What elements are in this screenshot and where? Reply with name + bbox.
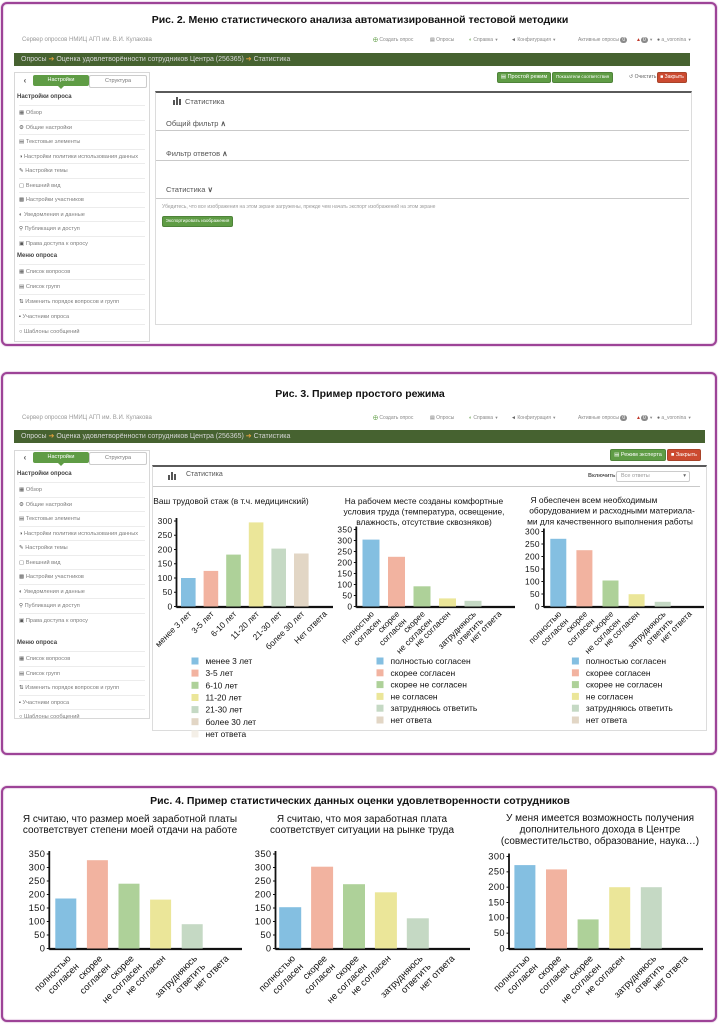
svg-text:0: 0 — [499, 943, 505, 953]
svg-text:250: 250 — [158, 530, 173, 540]
svg-text:200: 200 — [488, 882, 505, 892]
svg-text:100: 100 — [158, 573, 173, 583]
svg-text:не согласен: не согласен — [586, 691, 633, 701]
svg-text:Я обеспечен всем необходимым: Я обеспечен всем необходимым — [531, 495, 658, 505]
svg-text:нет ответа: нет ответа — [586, 715, 627, 725]
svg-text:нет ответа: нет ответа — [391, 715, 432, 725]
svg-text:условия труда (температура, ос: условия труда (температура, освещение, — [344, 507, 505, 517]
svg-text:150: 150 — [337, 568, 352, 578]
svg-text:350: 350 — [255, 849, 272, 859]
svg-text:полностью согласен: полностью согласен — [391, 656, 471, 666]
svg-text:250: 250 — [488, 867, 505, 877]
svg-text:скорее не согласен: скорее не согласен — [391, 680, 468, 690]
svg-text:300: 300 — [158, 516, 173, 526]
svg-text:Я считаю, что размер моей зара: Я считаю, что размер моей заработной пла… — [23, 813, 237, 825]
svg-text:скореесогласен: скореесогласен — [528, 953, 571, 996]
svg-text:0: 0 — [535, 601, 540, 611]
svg-text:50: 50 — [494, 928, 505, 938]
svg-text:соответствует ситуации на рынк: соответствует ситуации на рынке труда — [270, 825, 455, 836]
svg-text:3-5 лет: 3-5 лет — [206, 668, 234, 678]
svg-text:300: 300 — [29, 862, 46, 872]
svg-text:более 30 лет: более 30 лет — [206, 717, 257, 727]
svg-text:150: 150 — [158, 559, 173, 569]
svg-text:250: 250 — [337, 546, 352, 556]
svg-text:100: 100 — [255, 916, 272, 926]
svg-text:250: 250 — [29, 876, 46, 886]
svg-text:250: 250 — [255, 876, 272, 886]
svg-text:полностью согласен: полностью согласен — [586, 656, 666, 666]
svg-text:50: 50 — [163, 587, 173, 597]
svg-text:оборудованием и расходными мат: оборудованием и расходными материала- — [529, 506, 695, 516]
svg-text:0: 0 — [347, 601, 352, 611]
svg-text:300: 300 — [337, 535, 352, 545]
svg-text:влажность, отсутствие сквозняк: влажность, отсутствие сквозняков) — [356, 517, 492, 527]
svg-text:150: 150 — [29, 903, 46, 913]
svg-text:полностьюсогласен: полностьюсогласен — [32, 953, 81, 1002]
svg-text:(совместительство, образование: (совместительство, образование, наука…) — [501, 835, 699, 847]
svg-text:200: 200 — [29, 889, 46, 899]
svg-text:350: 350 — [337, 524, 352, 534]
svg-text:ми для качественного выполнени: ми для качественного выполнения работы — [527, 516, 693, 526]
svg-text:300: 300 — [255, 862, 272, 872]
svg-text:дополнительного дохода в Центр: дополнительного дохода в Центре — [520, 825, 681, 836]
svg-text:0: 0 — [266, 943, 272, 953]
svg-text:50: 50 — [260, 930, 271, 940]
svg-text:менее 3 лет: менее 3 лет — [206, 656, 253, 666]
svg-text:нет ответа: нет ответа — [206, 729, 247, 739]
svg-text:21-30 лет: 21-30 лет — [206, 705, 243, 715]
svg-text:200: 200 — [337, 557, 352, 567]
svg-text:скорее согласен: скорее согласен — [586, 668, 651, 678]
svg-text:соответствует степени моей отд: соответствует степени моей отдачи на раб… — [23, 824, 238, 836]
svg-text:350: 350 — [29, 849, 46, 859]
svg-text:полностьюсогласен: полностьюсогласен — [527, 609, 571, 653]
svg-text:скореесогласен: скореесогласен — [69, 953, 112, 996]
svg-text:менее 3 лет: менее 3 лет — [153, 609, 193, 649]
svg-text:200: 200 — [255, 889, 272, 899]
svg-text:не согласен: не согласен — [391, 691, 438, 701]
svg-text:Ваш трудовой стаж (в т.ч. меди: Ваш трудовой стаж (в т.ч. медицинский) — [153, 496, 309, 506]
svg-text:200: 200 — [525, 551, 540, 561]
svg-text:100: 100 — [337, 579, 352, 589]
svg-text:затрудняюсь ответить: затрудняюсь ответить — [391, 703, 478, 713]
svg-text:50: 50 — [342, 590, 352, 600]
svg-text:полностьюсогласен: полностьюсогласен — [339, 609, 383, 653]
svg-text:300: 300 — [525, 526, 540, 536]
svg-text:6-10 лет: 6-10 лет — [206, 680, 238, 690]
svg-text:300: 300 — [488, 851, 505, 861]
svg-text:скореесогласен: скореесогласен — [294, 953, 337, 996]
svg-text:полностьюсогласен: полностьюсогласен — [256, 953, 305, 1002]
svg-text:полностьюсогласен: полностьюсогласен — [491, 953, 540, 1002]
svg-text:250: 250 — [525, 539, 540, 549]
svg-text:50: 50 — [34, 930, 45, 940]
svg-text:100: 100 — [488, 913, 505, 923]
svg-text:100: 100 — [29, 916, 46, 926]
svg-text:0: 0 — [168, 601, 173, 611]
svg-text:Я считаю, что моя заработная п: Я считаю, что моя заработная плата — [277, 813, 448, 825]
svg-text:200: 200 — [158, 544, 173, 554]
svg-text:150: 150 — [488, 897, 505, 907]
svg-text:150: 150 — [525, 564, 540, 574]
svg-text:150: 150 — [255, 903, 272, 913]
svg-text:У меня имеется возможность пол: У меня имеется возможность получения — [506, 813, 694, 824]
svg-text:50: 50 — [530, 589, 540, 599]
svg-text:11-20 лет: 11-20 лет — [206, 693, 242, 703]
svg-text:На рабочем месте созданы комфо: На рабочем месте созданы комфортные — [345, 496, 504, 506]
svg-text:скорее согласен: скорее согласен — [391, 668, 456, 678]
svg-text:скорее не согласен: скорее не согласен — [586, 680, 663, 690]
svg-text:0: 0 — [40, 943, 46, 953]
svg-text:100: 100 — [525, 576, 540, 586]
svg-text:затрудняюсь ответить: затрудняюсь ответить — [586, 703, 673, 713]
